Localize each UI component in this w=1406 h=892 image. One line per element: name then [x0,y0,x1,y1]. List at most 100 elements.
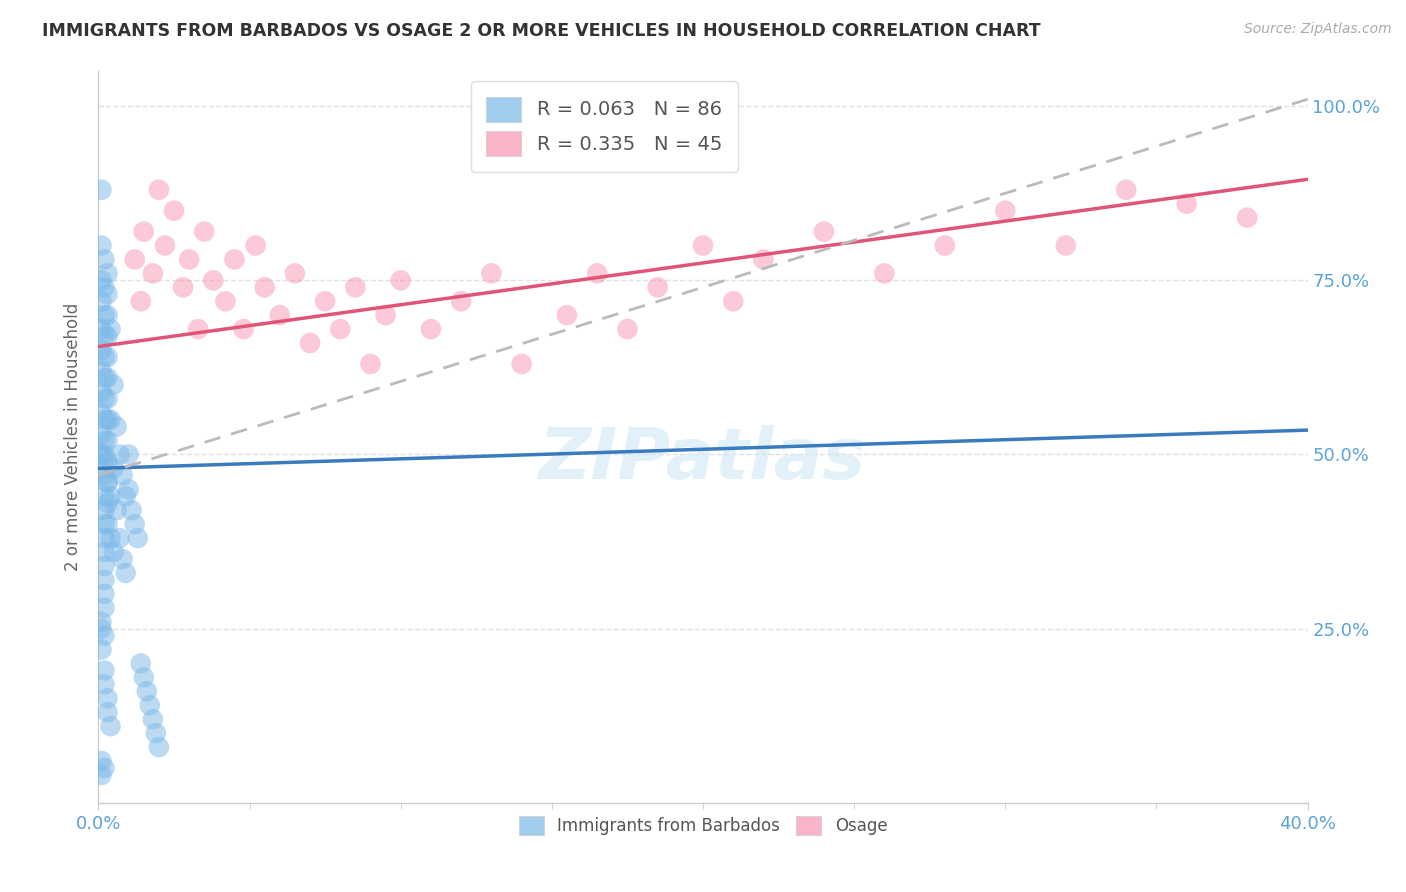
Point [344,280,367,294]
Point [934,238,956,252]
Point [90,426,112,441]
Point [93,503,115,517]
Point [360,357,382,371]
Point [90,754,112,768]
Point [139,698,162,713]
Point [1115,183,1137,197]
Point [647,280,669,294]
Point [90,406,112,420]
Point [93,392,115,406]
Point [93,629,115,643]
Legend: Immigrants from Barbados, Osage: Immigrants from Barbados, Osage [512,809,894,842]
Point [142,266,165,280]
Point [96,412,118,426]
Point [96,691,118,706]
Point [172,280,194,294]
Point [124,252,146,267]
Point [90,294,112,309]
Text: IMMIGRANTS FROM BARBADOS VS OSAGE 2 OR MORE VEHICLES IN HOUSEHOLD CORRELATION CH: IMMIGRANTS FROM BARBADOS VS OSAGE 2 OR M… [42,22,1040,40]
Point [93,350,115,364]
Point [96,308,118,322]
Point [873,266,896,280]
Point [481,266,503,280]
Point [90,448,112,462]
Point [90,622,112,636]
Point [374,308,396,322]
Point [96,350,118,364]
Point [145,726,167,740]
Point [179,252,201,267]
Point [93,517,115,532]
Point [93,308,115,322]
Point [90,343,112,357]
Point [555,308,578,322]
Point [96,329,118,343]
Point [90,273,112,287]
Point [118,448,141,462]
Point [111,468,134,483]
Point [586,266,609,280]
Point [245,238,267,252]
Point [90,642,112,657]
Point [129,294,152,309]
Point [93,434,115,448]
Point [103,461,125,475]
Point [108,448,131,462]
Point [100,322,122,336]
Point [692,238,714,252]
Point [96,496,118,510]
Point [121,503,143,517]
Point [616,322,638,336]
Point [142,712,165,726]
Point [93,587,115,601]
Point [314,294,336,309]
Point [132,225,155,239]
Point [93,600,115,615]
Point [148,740,170,755]
Point [253,280,276,294]
Y-axis label: 2 or more Vehicles in Household: 2 or more Vehicles in Household [65,303,83,571]
Point [93,558,115,573]
Point [450,294,472,309]
Point [1175,196,1198,211]
Point [100,531,122,545]
Point [329,322,352,336]
Point [96,454,118,468]
Point [93,489,115,503]
Point [163,203,186,218]
Point [93,448,115,462]
Point [96,287,118,301]
Point [93,252,115,267]
Point [510,357,533,371]
Point [90,615,112,629]
Point [105,419,128,434]
Point [96,266,118,280]
Point [93,677,115,691]
Point [93,468,115,483]
Point [93,545,115,559]
Point [127,531,149,545]
Point [1054,238,1077,252]
Point [90,448,112,462]
Point [148,183,170,197]
Point [389,273,412,287]
Point [93,371,115,385]
Point [299,336,322,351]
Point [96,434,118,448]
Point [103,377,125,392]
Point [420,322,443,336]
Point [100,489,122,503]
Point [93,573,115,587]
Point [96,517,118,532]
Point [132,670,155,684]
Point [114,566,136,580]
Point [153,238,176,252]
Point [100,412,122,426]
Point [93,761,115,775]
Point [994,203,1017,218]
Point [90,384,112,399]
Point [96,705,118,719]
Point [124,517,146,532]
Point [93,531,115,545]
Point [224,252,246,267]
